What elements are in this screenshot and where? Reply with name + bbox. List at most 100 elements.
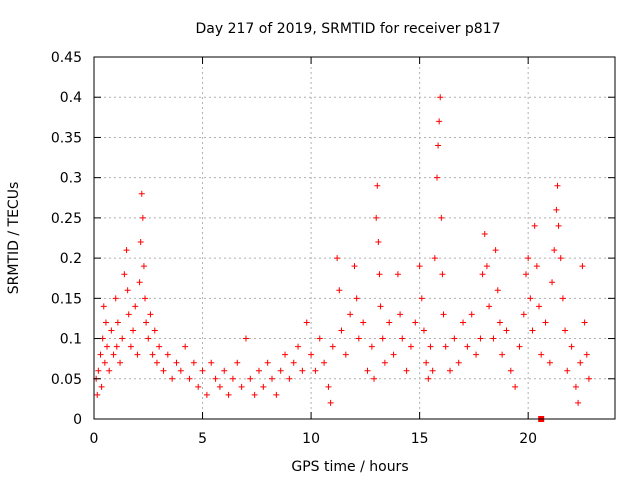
data-point: [100, 303, 107, 310]
data-point: [140, 263, 147, 270]
y-tick-label: 0.05: [51, 372, 82, 388]
data-point: [431, 255, 438, 262]
data-point: [499, 351, 506, 358]
data-point: [160, 367, 167, 374]
data-point: [186, 375, 193, 382]
data-point: [282, 351, 289, 358]
data-point: [347, 311, 354, 318]
data-point: [142, 295, 149, 302]
data-point: [212, 375, 219, 382]
data-point: [260, 383, 267, 390]
data-point: [203, 391, 210, 398]
data-point: [390, 351, 397, 358]
data-point: [399, 335, 406, 342]
data-point: [464, 343, 471, 350]
data-points: [93, 94, 592, 422]
data-point: [147, 311, 154, 318]
data-point: [533, 263, 540, 270]
y-tick-label: 0: [73, 412, 82, 428]
grid-lines: [94, 57, 615, 419]
data-point: [447, 367, 454, 374]
data-point: [143, 319, 150, 326]
plot-frame: [93, 56, 616, 420]
data-point: [460, 319, 467, 326]
data-point: [538, 351, 545, 358]
data-point: [182, 343, 189, 350]
data-point: [527, 295, 534, 302]
x-tick-label: 0: [90, 431, 99, 447]
data-point: [221, 367, 228, 374]
data-point: [531, 222, 538, 229]
data-point: [308, 351, 315, 358]
data-point: [420, 327, 427, 334]
chart-title: Day 217 of 2019, SRMTID for receiver p81…: [195, 21, 500, 37]
data-point: [529, 327, 536, 334]
data-point: [425, 375, 432, 382]
data-point: [557, 255, 564, 262]
data-point: [490, 335, 497, 342]
data-point: [299, 367, 306, 374]
data-point: [503, 327, 510, 334]
data-point: [437, 94, 444, 101]
data-point: [139, 214, 146, 221]
x-axis-label: GPS time / hours: [291, 459, 408, 475]
data-point: [190, 359, 197, 366]
data-point: [507, 367, 514, 374]
data-point: [327, 399, 334, 406]
data-point: [371, 375, 378, 382]
axis-ticks: 0 0.05 0.1 0.15 0.2 0.25 0.3 0.35 0.4 0.45 0 5 10 15 2…: [51, 50, 615, 447]
data-point: [153, 359, 160, 366]
data-point: [312, 367, 319, 374]
data-point: [273, 391, 280, 398]
x-tick-label: 5: [198, 431, 207, 447]
data-point: [479, 271, 486, 278]
data-point: [338, 327, 345, 334]
data-point: [455, 359, 462, 366]
data-point: [386, 319, 393, 326]
data-point: [442, 343, 449, 350]
data-point: [394, 271, 401, 278]
data-point: [251, 391, 258, 398]
data-point: [375, 239, 382, 246]
data-point: [234, 359, 241, 366]
data-point: [423, 359, 430, 366]
data-point: [325, 383, 332, 390]
data-point: [112, 295, 119, 302]
data-point: [439, 271, 446, 278]
data-point: [334, 255, 341, 262]
data-point: [286, 375, 293, 382]
data-point: [403, 367, 410, 374]
data-point: [121, 271, 128, 278]
data-point: [119, 335, 126, 342]
data-point: [134, 351, 141, 358]
data-point: [554, 182, 561, 189]
data-point: [581, 319, 588, 326]
data-point: [427, 343, 434, 350]
data-point: [123, 247, 130, 254]
data-point: [149, 351, 156, 358]
data-point: [238, 383, 245, 390]
data-point: [351, 263, 358, 270]
data-point: [516, 343, 523, 350]
data-point: [95, 367, 102, 374]
data-point: [436, 118, 443, 125]
data-point: [451, 335, 458, 342]
data-point: [269, 375, 276, 382]
data-point: [136, 279, 143, 286]
data-point: [316, 335, 323, 342]
data-point: [555, 222, 562, 229]
data-point: [481, 230, 488, 237]
y-tick-label: 0.35: [51, 130, 82, 146]
data-point: [102, 319, 109, 326]
data-point: [110, 351, 117, 358]
y-tick-label: 0.4: [60, 90, 82, 106]
data-point: [342, 351, 349, 358]
data-point: [225, 391, 232, 398]
data-point: [242, 335, 249, 342]
data-point: [353, 295, 360, 302]
data-point: [585, 375, 592, 382]
data-point: [229, 375, 236, 382]
data-point: [199, 367, 206, 374]
data-point: [373, 214, 380, 221]
